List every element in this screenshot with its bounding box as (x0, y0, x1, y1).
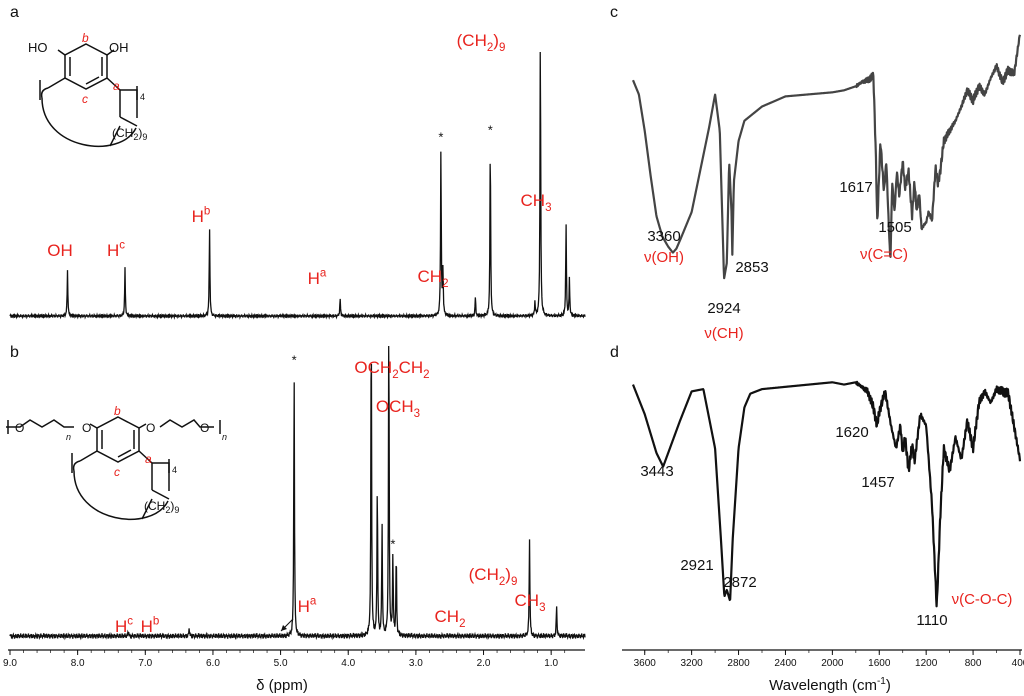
nmr-a-peak-label-2: Hb (192, 205, 211, 226)
nmr-spectrum-a: * * OH Hc Hb Ha CH2 (CH2)9 CH3 (9, 31, 586, 320)
ir-spectrum-c: 3360 ν(OH) 2853 2924 ν(CH) 1617 1505 ν(C=C) (631, 34, 1022, 342)
nmr-star-7: * (390, 537, 395, 552)
nmr-x-axis-title: δ (ppm) (256, 677, 308, 694)
panel-d-letter: d (610, 344, 619, 361)
structure-a-site-c: c (82, 92, 88, 106)
nmr-trace (9, 345, 586, 641)
structure-b-n-right: n (222, 432, 227, 442)
structure-a-site-b: b (82, 31, 89, 45)
panel-a-letter: a (10, 4, 19, 21)
structure-b (6, 416, 221, 521)
ir-tick-label-2: 2800 (727, 658, 750, 669)
ir-d-annotation-1: 2921 (680, 557, 713, 574)
nmr-x-axis: 9.0 8.0 7.0 6.0 5.0 4.0 3.0 2.0 1.0 (3, 649, 585, 669)
ir-d-annotation-0: 3443 (640, 463, 673, 480)
ir-x-axis: 3600 3200 2800 2400 2000 1600 1200 800 400 (622, 649, 1024, 669)
ir-tick-label-3: 2400 (774, 658, 797, 669)
ir-tick-label-7: 800 (965, 658, 982, 669)
structure-b-o-left: O (82, 421, 91, 435)
nmr-a-peak-label-4: CH2 (418, 267, 449, 290)
nmr-star-7: * (488, 122, 493, 137)
ir-trace (631, 380, 1022, 608)
nmr-b-peak-label-7: CH3 (515, 591, 546, 614)
ir-tick-label-6: 1200 (915, 658, 938, 669)
structure-b-site-b: b (114, 404, 121, 418)
ir-c-annotation-5: 1617 (839, 179, 872, 196)
nmr-b-peak-label-5: CH2 (435, 607, 466, 630)
ir-d-annotation-3: 1620 (835, 424, 868, 441)
ir-spectrum-d: 3443 2921 2872 1620 1457 1110 ν(C-O-C) (631, 380, 1022, 629)
ir-d-annotation-2: 2872 (723, 574, 756, 591)
structure-b-n-left: n (66, 432, 71, 442)
structure-a-subscript: 4 (140, 92, 145, 102)
nmr-b-peak-label-3: OCH2CH2 (354, 358, 429, 381)
structure-b-o-right: O (146, 421, 155, 435)
nmr-tick-label-4: 5.0 (274, 658, 288, 669)
ir-d-annotation-4: 1457 (861, 474, 894, 491)
structure-b-site-c: c (114, 465, 120, 479)
nmr-tick-label-8: 1.0 (544, 658, 558, 669)
ir-x-axis-title: Wavelength (cm-1) (769, 676, 891, 694)
nmr-tick-label-6: 3.0 (409, 658, 423, 669)
nmr-a-peak-label-5: (CH2)9 (457, 31, 506, 54)
nmr-tick-label-7: 2.0 (477, 658, 491, 669)
ir-d-annotation-6: ν(C-O-C) (952, 591, 1013, 608)
nmr-tick-label-3: 6.0 (206, 658, 220, 669)
panel-c-letter: c (610, 4, 618, 21)
structure-a-oh: OH (109, 40, 129, 55)
nmr-a-peak-label-1: Hc (107, 239, 125, 260)
structure-b-site-a: a (145, 452, 152, 466)
nmr-a-peak-label-3: Ha (308, 267, 327, 288)
nmr-b-peak-label-6: (CH2)9 (469, 565, 518, 588)
nmr-tick-label-0: 9.0 (3, 658, 17, 669)
nmr-a-peak-label-0: OH (47, 241, 73, 260)
structure-a-ho: HO (28, 40, 48, 55)
ha-arrowhead (281, 625, 287, 631)
nmr-star-2: * (292, 352, 297, 367)
ir-tick-label-5: 1600 (868, 658, 891, 669)
structure-b-chain: (CH2)9 (144, 499, 179, 515)
ir-trace (631, 34, 1022, 280)
nmr-tick-label-2: 7.0 (138, 658, 152, 669)
panel-b-letter: b (10, 344, 19, 361)
ir-c-annotation-7: ν(C=C) (860, 246, 908, 263)
structure-b-o-left-repeat: O (15, 421, 24, 435)
structure-b-o-right-repeat: O (200, 421, 209, 435)
ir-tick-label-8: 400 (1012, 658, 1024, 669)
structure-a-site-a: a (113, 79, 120, 93)
ir-d-annotation-5: 1110 (916, 612, 947, 629)
ir-c-annotation-2: 2853 (735, 259, 768, 276)
nmr-b-peak-label-4: OCH3 (376, 397, 420, 420)
nmr-a-peak-label-6: CH3 (521, 191, 552, 214)
ir-tick-label-4: 2000 (821, 658, 844, 669)
nmr-b-peak-label-2: Ha (298, 595, 317, 616)
structure-a-chain: (CH2)9 (112, 126, 147, 142)
ir-c-annotation-6: 1505 (878, 219, 911, 236)
nmr-b-peak-label-0: Hc (115, 615, 133, 636)
structure-a (39, 43, 138, 148)
ir-c-annotation-4: ν(CH) (704, 325, 743, 342)
nmr-star-4: * (438, 129, 443, 144)
ir-tick-label-0: 3600 (634, 658, 657, 669)
ir-tick-label-1: 3200 (681, 658, 704, 669)
nmr-b-peak-label-1: Hb (141, 615, 160, 636)
ir-c-annotation-1: ν(OH) (644, 249, 684, 266)
nmr-trace (9, 51, 586, 320)
ir-c-annotation-3: 2924 (707, 300, 740, 317)
nmr-tick-label-5: 4.0 (341, 658, 355, 669)
ir-c-annotation-0: 3360 (647, 228, 680, 245)
nmr-tick-label-1: 8.0 (71, 658, 85, 669)
structure-b-subscript: 4 (172, 465, 177, 475)
